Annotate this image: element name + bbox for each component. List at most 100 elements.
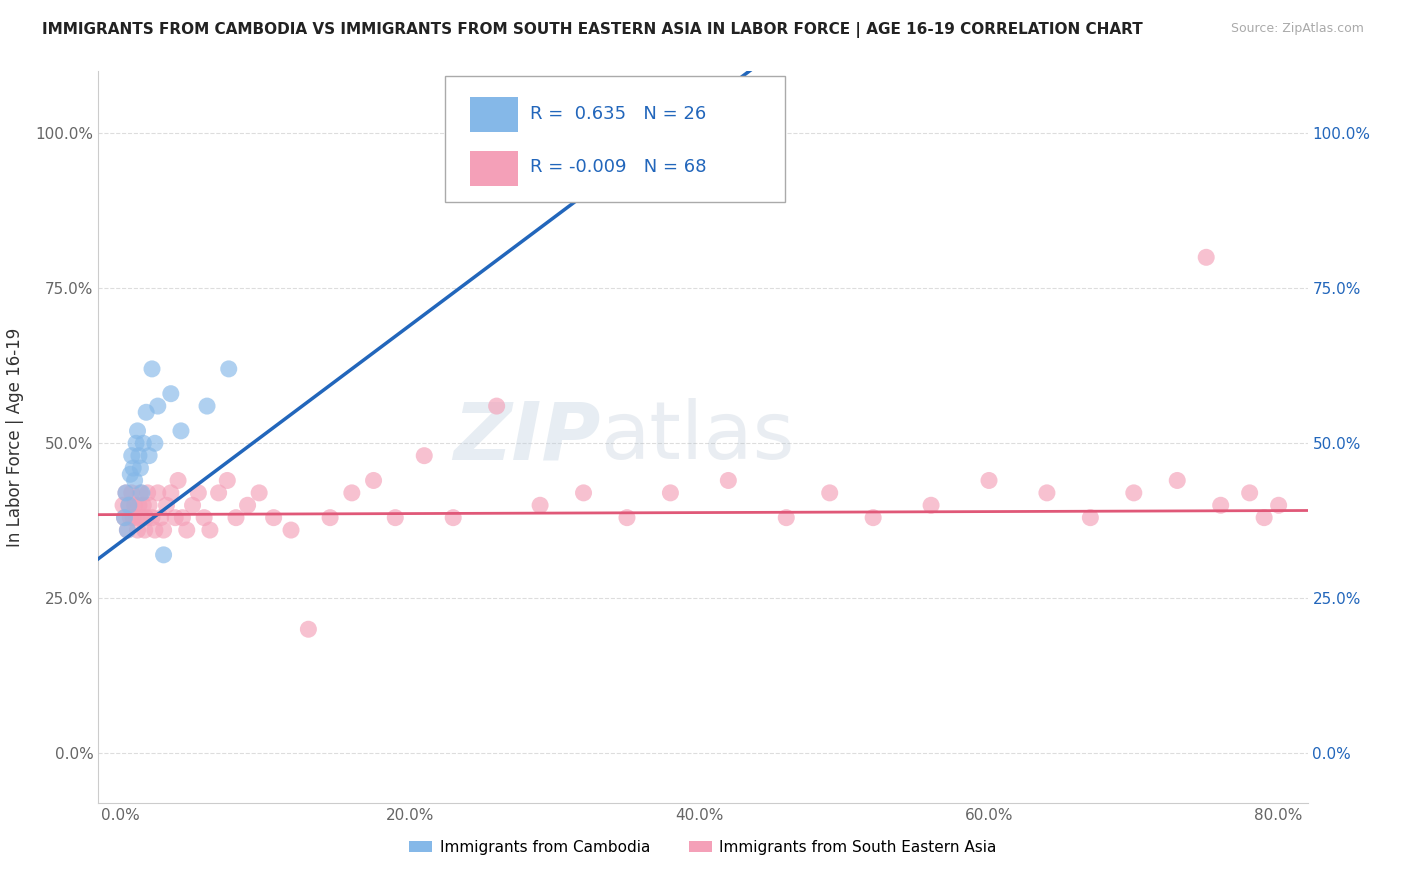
Point — [118, 498, 141, 512]
Point — [236, 498, 259, 512]
Point — [167, 474, 190, 488]
Point — [659, 132, 682, 146]
Point — [112, 498, 135, 512]
Point — [280, 523, 302, 537]
Text: R = -0.009   N = 68: R = -0.009 N = 68 — [530, 159, 707, 177]
Point — [146, 486, 169, 500]
Point — [122, 461, 145, 475]
Point — [1195, 250, 1218, 264]
Point — [529, 498, 551, 512]
FancyBboxPatch shape — [470, 97, 517, 132]
FancyBboxPatch shape — [470, 151, 517, 186]
Point — [155, 498, 177, 512]
Point — [127, 424, 149, 438]
Point — [125, 510, 148, 524]
Point — [124, 474, 146, 488]
Point — [198, 523, 221, 537]
Point — [132, 436, 155, 450]
Point — [862, 510, 884, 524]
Point — [143, 523, 166, 537]
Point — [128, 498, 150, 512]
Point — [181, 498, 204, 512]
Point — [124, 498, 146, 512]
Point — [114, 510, 136, 524]
Point — [118, 498, 141, 512]
Point — [384, 510, 406, 524]
Point — [977, 474, 1000, 488]
Point — [129, 461, 152, 475]
Point — [120, 510, 142, 524]
Point — [1267, 498, 1289, 512]
Point — [263, 510, 285, 524]
Point — [149, 510, 172, 524]
FancyBboxPatch shape — [446, 77, 785, 202]
Point — [170, 424, 193, 438]
Point — [121, 486, 143, 500]
Point — [159, 486, 181, 500]
Point — [340, 486, 363, 500]
Point — [132, 498, 155, 512]
Text: ZIP: ZIP — [453, 398, 600, 476]
Point — [121, 449, 143, 463]
Point — [146, 399, 169, 413]
Point — [120, 467, 142, 482]
Point — [1166, 474, 1188, 488]
Point — [363, 474, 385, 488]
Point — [319, 510, 342, 524]
Point — [818, 486, 841, 500]
Point — [141, 510, 163, 524]
Text: Source: ZipAtlas.com: Source: ZipAtlas.com — [1230, 22, 1364, 36]
Point — [1036, 486, 1059, 500]
Point — [134, 523, 156, 537]
Point — [1122, 486, 1144, 500]
Point — [207, 486, 229, 500]
Point — [247, 486, 270, 500]
Point — [413, 449, 436, 463]
Point — [165, 510, 187, 524]
Point — [225, 510, 247, 524]
Point — [138, 498, 160, 512]
Y-axis label: In Labor Force | Age 16-19: In Labor Force | Age 16-19 — [7, 327, 24, 547]
Point — [131, 510, 153, 524]
Text: IMMIGRANTS FROM CAMBODIA VS IMMIGRANTS FROM SOUTH EASTERN ASIA IN LABOR FORCE | : IMMIGRANTS FROM CAMBODIA VS IMMIGRANTS F… — [42, 22, 1143, 38]
Point — [602, 132, 624, 146]
Point — [159, 386, 181, 401]
Point — [152, 548, 174, 562]
Point — [1209, 498, 1232, 512]
Point — [128, 449, 150, 463]
Point — [775, 510, 797, 524]
Point — [218, 362, 240, 376]
Point — [129, 486, 152, 500]
Point — [117, 523, 139, 537]
Point — [616, 510, 638, 524]
Point — [117, 523, 139, 537]
Point — [297, 622, 319, 636]
Point — [441, 510, 464, 524]
Point — [659, 486, 682, 500]
Point — [114, 510, 136, 524]
Point — [131, 486, 153, 500]
Legend: Immigrants from Cambodia, Immigrants from South Eastern Asia: Immigrants from Cambodia, Immigrants fro… — [404, 834, 1002, 861]
Point — [122, 510, 145, 524]
Text: atlas: atlas — [600, 398, 794, 476]
Point — [115, 486, 138, 500]
Point — [193, 510, 215, 524]
Text: R =  0.635   N = 26: R = 0.635 N = 26 — [530, 105, 706, 123]
Point — [717, 474, 740, 488]
Point — [1080, 510, 1102, 524]
Point — [143, 436, 166, 450]
Point — [217, 474, 239, 488]
Point — [195, 399, 218, 413]
Point — [135, 510, 157, 524]
Point — [187, 486, 209, 500]
Point — [1239, 486, 1261, 500]
Point — [172, 510, 194, 524]
Point — [152, 523, 174, 537]
Point — [136, 486, 159, 500]
Point — [572, 486, 595, 500]
Point — [920, 498, 942, 512]
Point — [135, 405, 157, 419]
Point — [1253, 510, 1275, 524]
Point — [115, 486, 138, 500]
Point — [125, 436, 148, 450]
